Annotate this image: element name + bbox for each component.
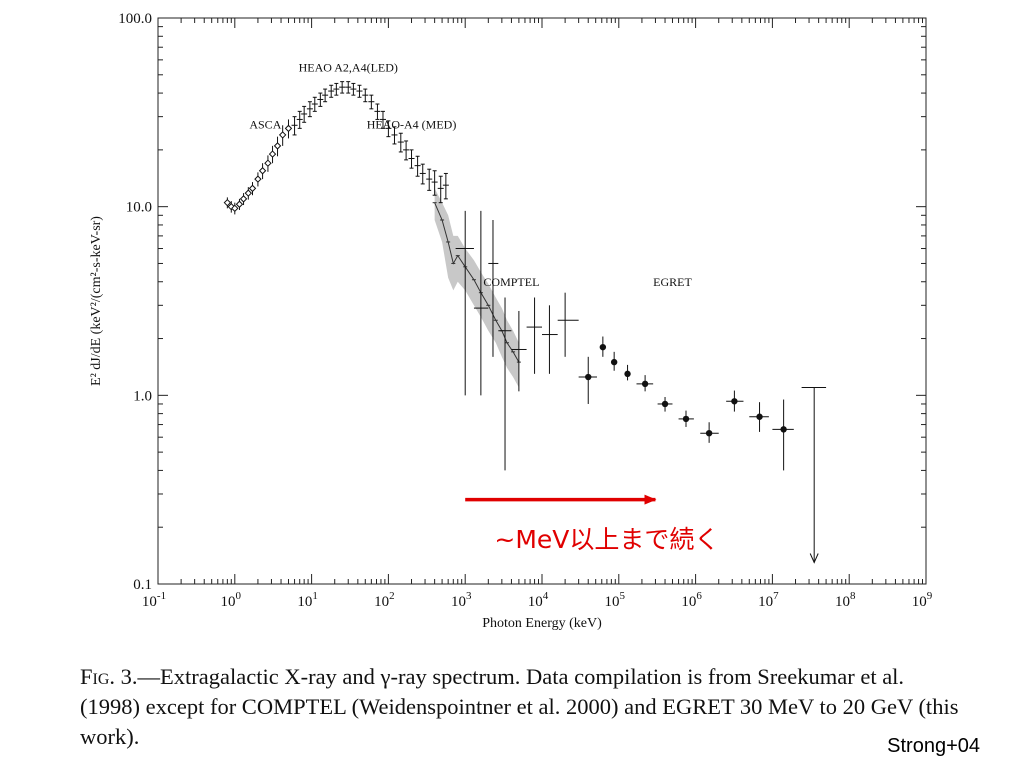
caption-figure-label: Fig. 3. [80,664,138,689]
egret-point [780,426,787,433]
egret-point [682,415,690,423]
y-axis-label: E² dJ/dE (keV²/(cm²-s-keV-sr) [89,216,104,386]
y-tick-label: 0.1 [133,577,152,593]
source-credit: Strong+04 [887,735,980,757]
asca-point [227,202,235,211]
figure-caption: Fig. 3.—Extragalactic X-ray and γ-ray sp… [80,662,960,752]
uncertainty-band-area [434,188,519,388]
egret-point [641,380,649,388]
asca-point [223,198,232,207]
spectrum-chart: 10-1 100 101 102 103 104 105 106 107 108 109 0.1 1.0… [89,11,933,631]
x-tick-label: 109 [912,590,933,610]
egret-point [599,343,607,351]
axis-ticks [157,18,926,585]
annotation-label: COMPTEL [483,275,539,289]
x-tick-label: 107 [758,590,779,610]
egret-point [731,398,738,405]
x-tick-label: 103 [451,590,472,610]
asca-point [235,200,244,208]
highlight-text: ~MeV以上まで続く [494,525,719,554]
tick-labels: 10-1 100 101 102 103 104 105 106 107 108 109 0.1 1.0… [118,11,933,610]
egret-point [585,373,592,381]
asca-point [258,167,267,175]
x-tick-label: 104 [528,590,549,610]
x-tick-label: 102 [374,590,395,610]
model-line [434,202,520,363]
annotation-label: HEAO-A4 (MED) [367,117,457,131]
data-marks [223,81,827,564]
asca-point [284,124,293,133]
annotation-label: HEAO A2,A4(LED) [299,61,398,75]
asca-point [268,150,277,158]
caption-text: —Extragalactic X-ray and γ-ray spectrum.… [80,664,959,749]
asca-point [244,189,253,197]
upper-limit-arrowhead [809,553,819,564]
x-tick-label: 100 [221,590,242,610]
asca-point [231,204,239,213]
x-tick-label: 10-1 [142,590,166,610]
asca-point [248,184,257,193]
x-tick-label: 108 [835,590,856,610]
x-tick-label: 106 [681,590,702,610]
egret-point [624,370,631,378]
egret-point [661,400,669,408]
asca-point [278,131,287,139]
annotation-label: ASCA [249,117,281,131]
asca-point [273,142,282,150]
asca-point [264,159,272,167]
annotation-label: EGRET [653,275,692,289]
x-tick-label: 105 [605,590,626,610]
x-axis-label: Photon Energy (keV) [482,616,602,631]
annotations: HEAO A2,A4(LED) ASCA HEAO-A4 (MED) COMPTEL E… [249,61,692,289]
egret-point [610,358,618,366]
egret-point [705,429,713,437]
y-tick-label: 100.0 [118,11,152,27]
egret-point [756,413,763,420]
asca-point [254,175,262,183]
asca-point [239,195,248,203]
uncertainty-band [434,188,519,388]
x-tick-label: 101 [297,590,318,610]
y-tick-label: 1.0 [133,388,152,404]
y-tick-label: 10.0 [126,200,152,216]
